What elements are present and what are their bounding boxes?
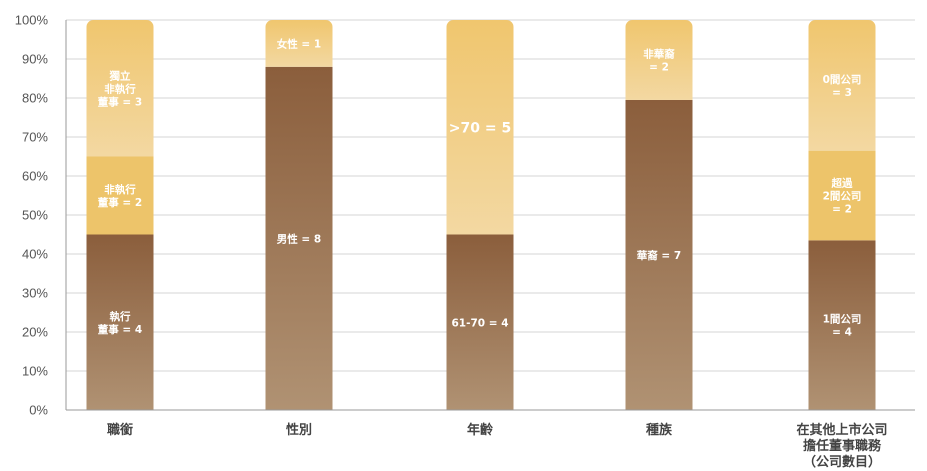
bar-segment [446,234,514,410]
segment-label: 非執行 [104,82,136,95]
segment-label: 董事 = 4 [98,323,142,336]
bar-segment [625,99,693,410]
segment-label: 1間公司 [823,314,862,326]
bar-stack: 男性 = 8 女性 = 1 [265,20,333,411]
segment-label: = 2 [832,204,852,216]
y-tick-label: 60% [22,169,48,184]
bar-segment [86,234,154,410]
y-tick-label: 80% [22,91,48,106]
y-tick-label: 100% [15,13,49,28]
bar-segment [808,240,876,410]
bar-segment [808,20,876,151]
segment-label: 執行 [110,310,131,323]
segment-label: 非華裔 [643,47,675,60]
x-category-label: （公司數目） [803,454,881,470]
bar-segment [86,156,154,235]
segment-label: 0間公司 [823,74,862,86]
x-category-label: 年齡 [467,422,493,438]
y-tick-label: 0% [29,403,48,418]
axes [65,20,915,411]
bar-segment [265,66,333,411]
x-category-label: 在其他上市公司 [796,422,887,438]
segment-label: 董事 = 3 [98,95,142,108]
segment-label: 超過 [831,177,853,190]
bar-segment [265,20,333,67]
x-category-label: 擔任董事職務 [803,438,882,454]
segment-label: = 3 [832,87,852,99]
segment-label: 61-70 = 4 [452,317,509,329]
segment-label: 董事 = 2 [98,196,142,209]
bar-segment [625,20,693,100]
segment-label: 男性 = 8 [277,232,321,245]
segment-label: 女性 = 1 [277,37,321,50]
segment-label: = 2 [649,61,669,73]
y-tick-label: 40% [22,247,48,262]
x-category-label: 種族 [646,422,673,438]
y-tick-label: 70% [22,130,48,145]
bar-segment [446,20,514,235]
x-category-label: 職銜 [107,422,133,438]
bar-segment [808,150,876,241]
segment-label: 獨立 [109,69,131,82]
y-tick-label: 20% [22,325,48,340]
x-category-label: 性別 [286,422,312,438]
segment-label: 非執行 [104,183,136,196]
segment-label: >70 = 5 [449,120,511,136]
segment-label: = 4 [832,327,852,339]
segment-label: 2間公司 [823,191,862,203]
bar-stack: 華裔 = 7 非華裔= 2 [625,20,693,410]
segment-label: 華裔 = 7 [637,249,681,262]
y-tick-label: 90% [22,52,48,67]
y-tick-label: 10% [22,364,48,379]
y-tick-label: 30% [22,286,48,301]
bar-segment [86,20,154,157]
y-tick-label: 50% [22,208,48,223]
bar-stack: 61-70 = 4 >70 = 5 [446,20,514,410]
y-axis-ticks: 0% 10% 20% 30% 40% 50% 60% 70% 80% 90% 100% [15,13,49,418]
